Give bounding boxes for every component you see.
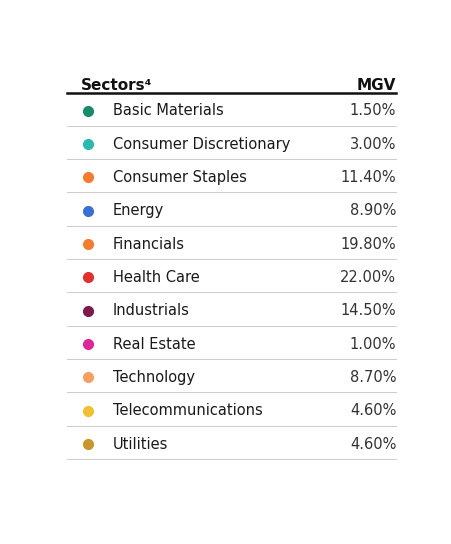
Text: 11.40%: 11.40% (340, 170, 396, 185)
Text: 1.00%: 1.00% (349, 337, 396, 351)
Text: 19.80%: 19.80% (340, 237, 396, 252)
Text: Industrials: Industrials (112, 304, 189, 318)
Text: 4.60%: 4.60% (349, 403, 396, 418)
Text: Utilities: Utilities (112, 437, 168, 452)
Text: 3.00%: 3.00% (349, 137, 396, 152)
Text: Financials: Financials (112, 237, 184, 252)
Text: Consumer Discretionary: Consumer Discretionary (112, 137, 289, 152)
Text: Telecommunications: Telecommunications (112, 403, 262, 418)
Text: 8.90%: 8.90% (349, 203, 396, 218)
Text: 14.50%: 14.50% (340, 304, 396, 318)
Text: 1.50%: 1.50% (349, 103, 396, 119)
Text: Health Care: Health Care (112, 270, 199, 285)
Text: 22.00%: 22.00% (340, 270, 396, 285)
Text: Energy: Energy (112, 203, 163, 218)
Text: Technology: Technology (112, 370, 194, 385)
Text: 8.70%: 8.70% (349, 370, 396, 385)
Text: Consumer Staples: Consumer Staples (112, 170, 246, 185)
Text: MGV: MGV (356, 78, 396, 93)
Text: 4.60%: 4.60% (349, 437, 396, 452)
Text: Basic Materials: Basic Materials (112, 103, 223, 119)
Text: Sectors⁴: Sectors⁴ (81, 78, 152, 93)
Text: Real Estate: Real Estate (112, 337, 195, 351)
